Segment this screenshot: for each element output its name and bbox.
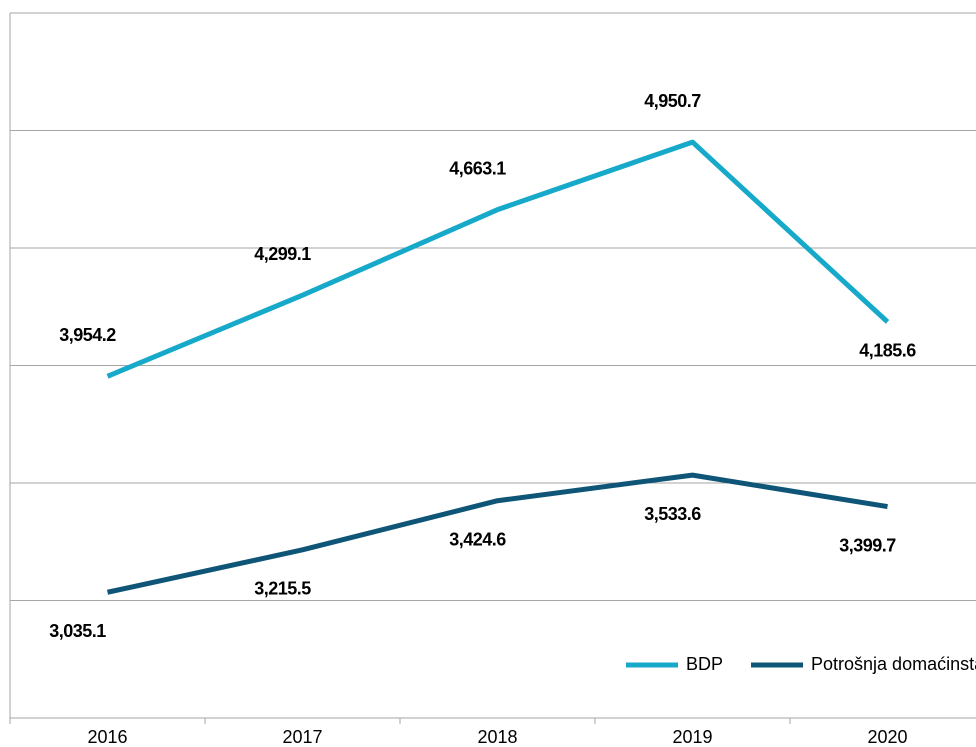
series-line <box>106 472 888 595</box>
legend-label: BDP <box>686 654 723 674</box>
x-tick-label: 2020 <box>867 727 907 747</box>
data-label: 3,399.7 <box>839 535 896 555</box>
data-label: 4,299.1 <box>254 244 311 264</box>
x-tick-label: 2017 <box>282 727 322 747</box>
series-line <box>106 139 890 379</box>
data-label: 4,663.1 <box>449 158 506 178</box>
data-label: 3,954.2 <box>59 325 116 345</box>
data-label: 4,950.7 <box>644 91 701 111</box>
data-label: 3,533.6 <box>644 504 701 524</box>
data-label: 3,424.6 <box>449 529 506 549</box>
data-label: 3,215.5 <box>254 579 311 599</box>
x-tick-label: 2016 <box>87 727 127 747</box>
legend-label: Potrošnja domaćinstava <box>811 654 976 674</box>
x-tick-label: 2019 <box>672 727 712 747</box>
data-label: 3,035.1 <box>49 621 106 641</box>
data-label: 4,185.6 <box>859 341 916 361</box>
x-tick-label: 2018 <box>477 727 517 747</box>
